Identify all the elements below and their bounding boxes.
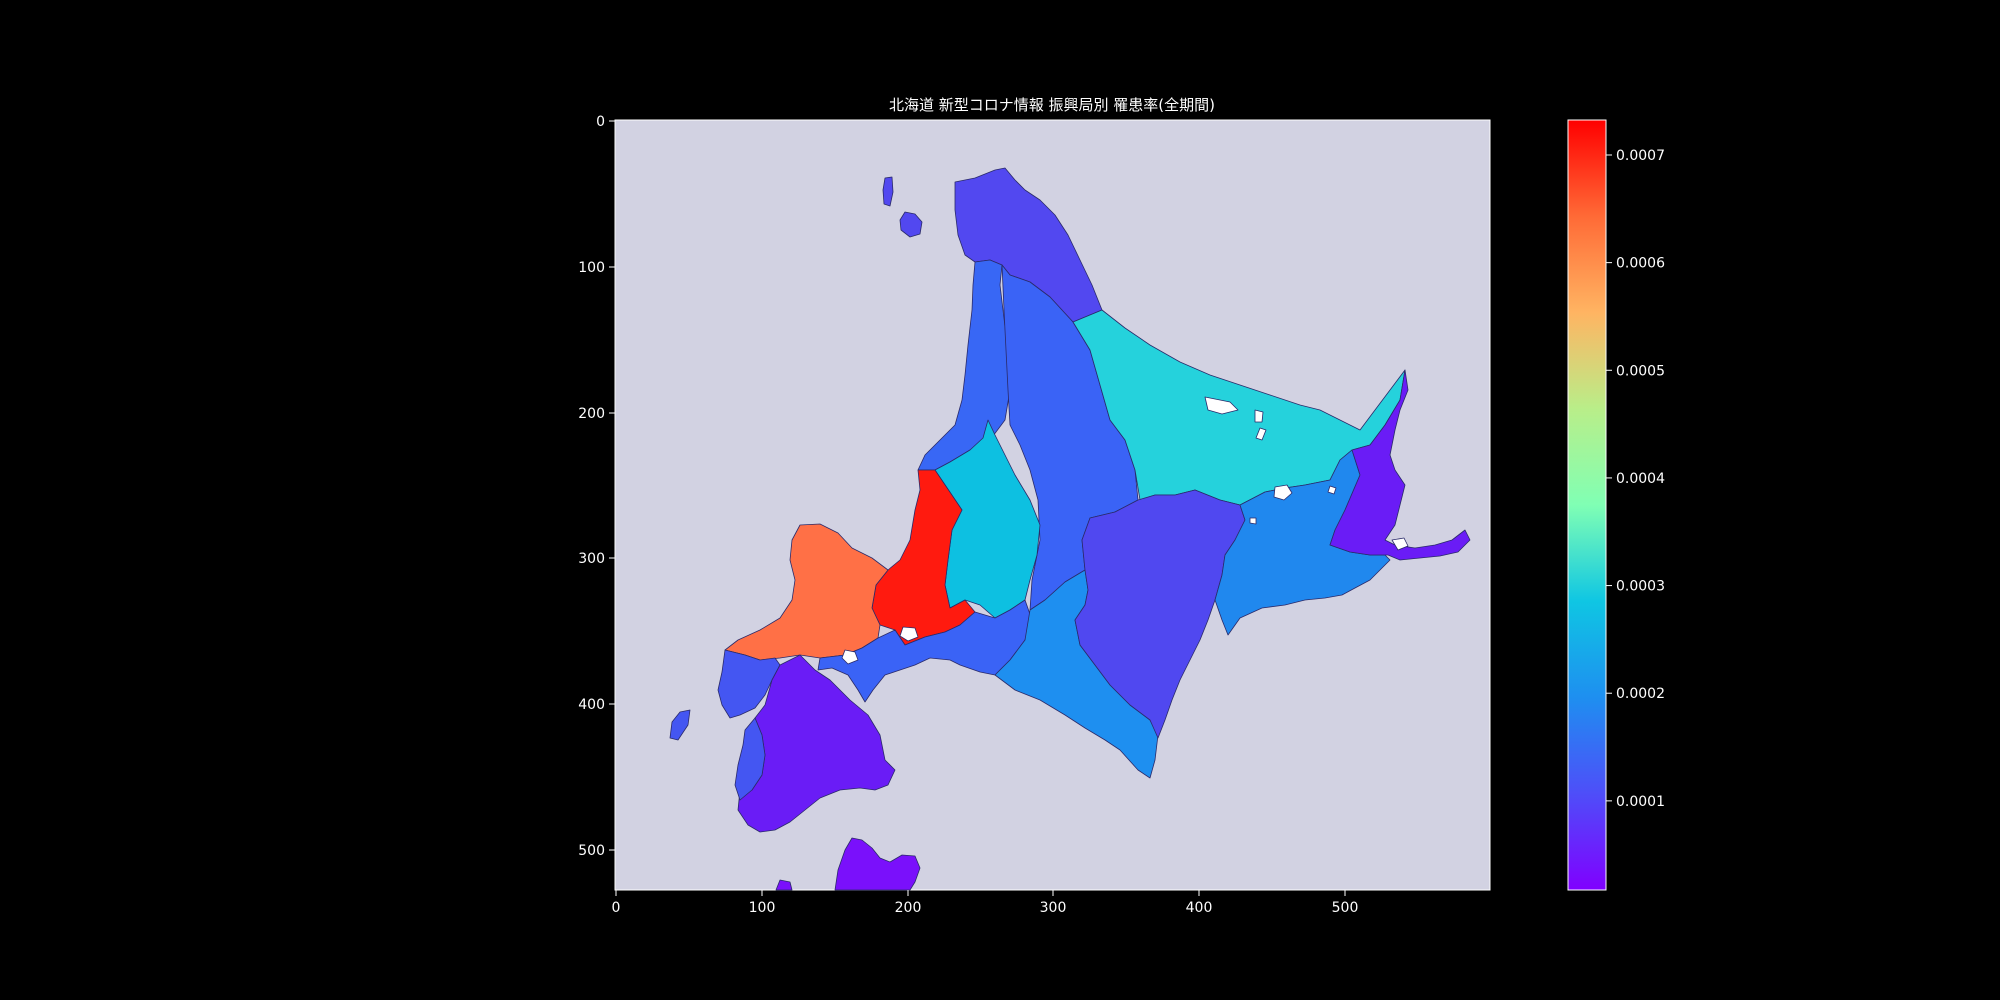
colorbar-tick-label: 0.0006 [1616, 256, 1665, 272]
colorbar-tick-label: 0.0004 [1616, 471, 1665, 487]
region-kushiro-lake [1273, 484, 1293, 501]
region-oshima-west[interactable] [734, 717, 766, 801]
region-hiyama[interactable] [717, 649, 781, 719]
region-nemuro[interactable] [1329, 369, 1471, 561]
lake-akan [1249, 517, 1257, 525]
region-ishikari-lake [899, 626, 919, 642]
lake-abashiri [1255, 427, 1267, 441]
y-tick-label: 400 [578, 697, 605, 713]
y-tick-label: 200 [578, 406, 605, 422]
colorbar [1567, 119, 1607, 891]
region-iburi-lake [841, 649, 859, 665]
x-tick-label: 400 [1186, 900, 1213, 916]
colorbar-tick-label: 0.0007 [1616, 148, 1665, 164]
x-tick-label: 500 [1332, 900, 1359, 916]
chart-title: 北海道 新型コロナ情報 振興局別 罹患率(全期間) [888, 96, 1215, 114]
hokkaido-map [669, 167, 1471, 891]
y-tick-label: 500 [578, 843, 605, 859]
y-tick-label: 100 [578, 260, 605, 276]
colorbar-tick-label: 0.0005 [1616, 363, 1665, 379]
colorbar-ticks: 0.0001 0.0002 0.0003 0.0004 0.0005 0.0006 0.00… [1606, 148, 1665, 810]
y-tick-label: 300 [578, 551, 605, 567]
region-sorachi[interactable] [934, 419, 1041, 619]
region-rishiri[interactable] [899, 211, 923, 238]
colorbar-tick-label: 0.0002 [1616, 686, 1665, 702]
region-nemuro-lake [1391, 537, 1409, 551]
x-tick-label: 100 [749, 900, 776, 916]
lake-tofutsu [1327, 485, 1337, 495]
x-tick-label: 0 [612, 900, 621, 916]
region-tokachi[interactable] [1074, 489, 1246, 739]
region-aomori-west [775, 879, 793, 891]
x-tick-label: 300 [1040, 900, 1067, 916]
region-shiribeshi[interactable] [724, 523, 889, 661]
region-okushiri[interactable] [669, 709, 691, 741]
y-tick-label: 0 [596, 114, 605, 130]
region-kushiro[interactable] [1214, 449, 1391, 636]
colorbar-tick-label: 0.0001 [1616, 794, 1665, 810]
region-rebun[interactable] [882, 176, 894, 207]
x-axis [615, 890, 1346, 896]
y-axis [609, 120, 615, 851]
lake-saroma [1204, 396, 1239, 415]
x-tick-label: 200 [895, 900, 922, 916]
colorbar-tick-label: 0.0003 [1616, 579, 1665, 595]
lake-notoro [1254, 409, 1264, 423]
region-aomori [834, 837, 921, 891]
